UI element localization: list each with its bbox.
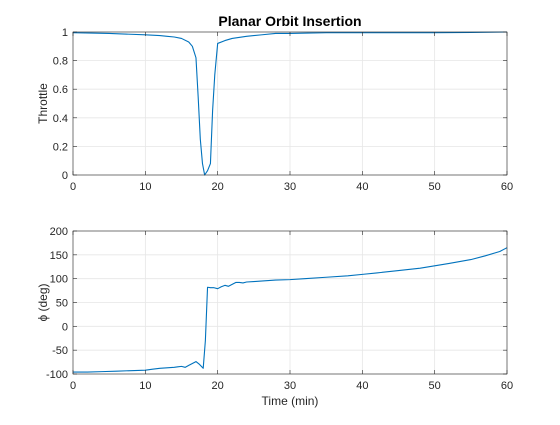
y-tick-label: 100 (50, 274, 68, 286)
series-line (72, 31, 508, 176)
x-tick-label: 30 (284, 181, 296, 193)
x-axis-label: Time (min) (262, 394, 319, 408)
y-tick-label: 0.6 (53, 84, 68, 96)
y-tick-label: 0.8 (53, 56, 68, 68)
series-line (73, 247, 508, 373)
y-tick-label: 1 (62, 27, 68, 39)
y-tick-label: 0.4 (53, 113, 68, 125)
x-tick-label: 0 (70, 380, 76, 392)
y-tick-label: -100 (46, 369, 68, 381)
x-tick-label: 10 (139, 181, 151, 193)
y-tick-label: 0 (62, 321, 68, 333)
x-tick-label: 20 (212, 181, 224, 193)
throttle-plot: 0 10 20 30 40 50 60 0 0.2 0.4 0.6 0.8 1 Planar Orbit … (36, 13, 513, 193)
y-tick-label: -50 (52, 345, 68, 357)
x-tick-label: 50 (429, 181, 441, 193)
phi-plot: 0 10 20 30 40 50 60 -100 -50 0 50 100 150 200 Time (mi… (36, 226, 513, 408)
x-tick-label: 40 (356, 181, 368, 193)
x-tick-label: 50 (429, 380, 441, 392)
x-tick-label: 60 (501, 181, 513, 193)
x-tick-label: 10 (139, 380, 151, 392)
y-tick-label: 200 (50, 226, 68, 238)
y-axis-label: Throttle (36, 83, 50, 124)
x-tick-label: 60 (501, 380, 513, 392)
x-tick-label: 40 (356, 380, 368, 392)
chart-title: Planar Orbit Insertion (218, 13, 361, 29)
y-axis-label: ϕ (deg) (36, 283, 50, 321)
y-tick-label: 50 (56, 298, 68, 310)
x-tick-label: 0 (70, 181, 76, 193)
y-tick-label: 0 (62, 170, 68, 182)
x-tick-label: 20 (212, 380, 224, 392)
x-tick-label: 30 (284, 380, 296, 392)
y-tick-label: 0.2 (53, 141, 68, 153)
y-tick-label: 150 (50, 250, 68, 262)
